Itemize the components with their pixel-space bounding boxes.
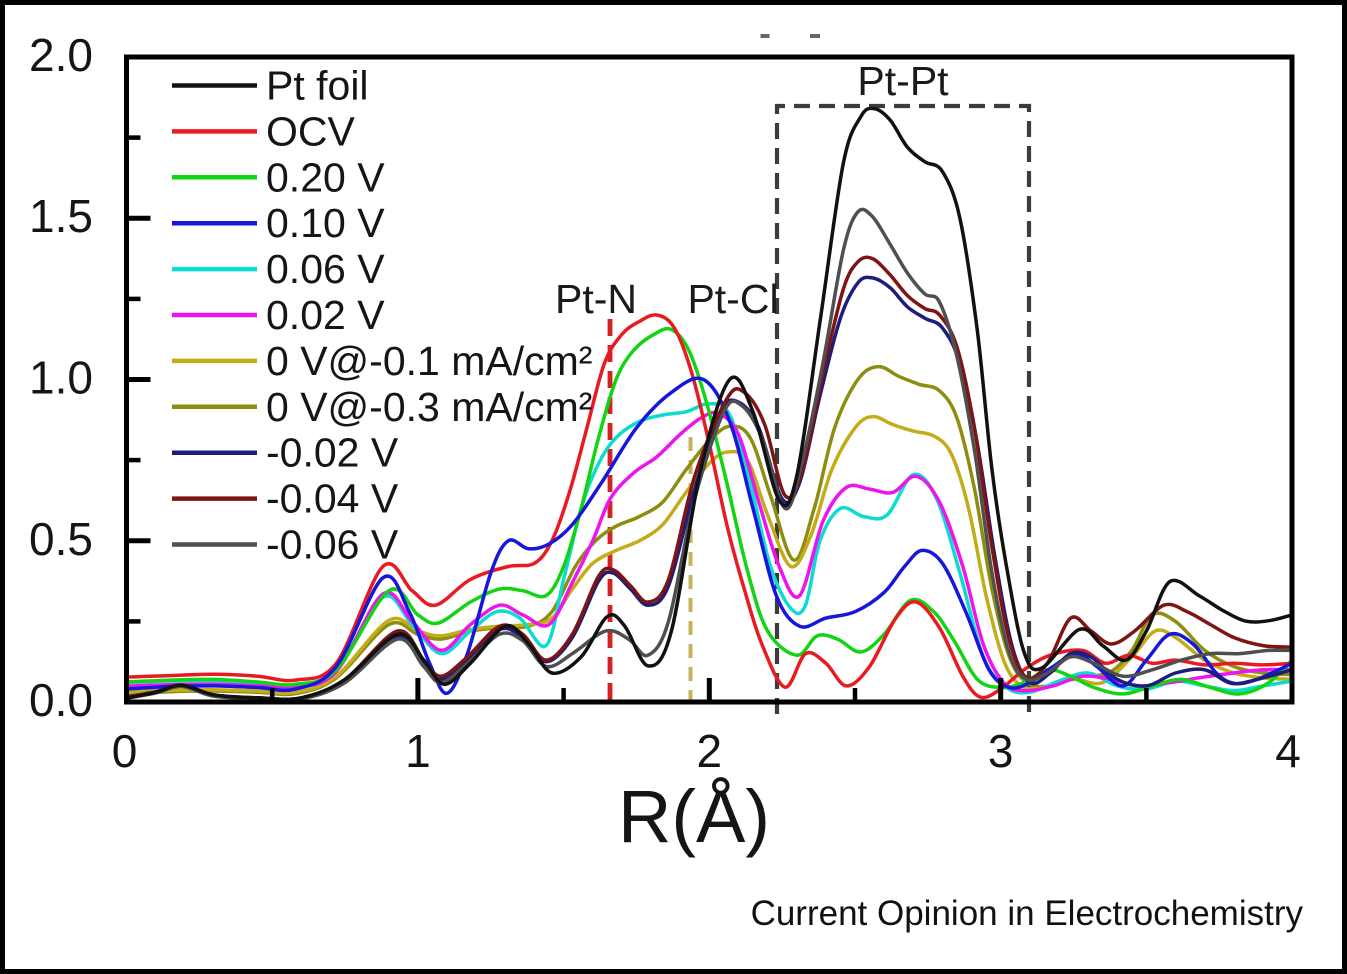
svg-text:0.20 V: 0.20 V [266,154,385,200]
svg-text:1.0: 1.0 [29,352,93,404]
svg-text:0: 0 [112,725,138,777]
svg-text:0.06 V: 0.06 V [266,246,385,292]
svg-text:-0.04 V: -0.04 V [266,476,399,522]
svg-text:-0.02 V: -0.02 V [266,430,399,476]
svg-text:1: 1 [405,725,431,777]
svg-text:OCV: OCV [266,108,356,154]
svg-text:1.5: 1.5 [29,190,93,242]
svg-text:0.10 V: 0.10 V [266,200,385,246]
svg-text:0.02 V: 0.02 V [266,292,385,338]
svg-text:Current Opinion in Electrochem: Current Opinion in Electrochemistry [751,894,1304,933]
svg-text:Pt foil: Pt foil [266,63,369,109]
svg-text:0 V@-0.3 mA/cm²: 0 V@-0.3 mA/cm² [266,384,592,430]
svg-text:0.5: 0.5 [29,513,93,565]
svg-text:0.0: 0.0 [29,674,93,726]
svg-text:Pt-Cl: Pt-Cl [687,276,778,322]
svg-text:2.0: 2.0 [29,29,93,81]
svg-text:3: 3 [988,725,1014,777]
svg-text:Pt-Pt: Pt-Pt [857,58,949,104]
svg-text:0 V@-0.1 mA/cm²: 0 V@-0.1 mA/cm² [266,338,592,384]
svg-text:2: 2 [697,725,723,777]
svg-text:-0.06 V: -0.06 V [266,522,399,568]
svg-text:4: 4 [1275,725,1301,777]
svg-text:Pt-N: Pt-N [555,276,637,322]
svg-text:R(Å): R(Å) [618,775,770,858]
